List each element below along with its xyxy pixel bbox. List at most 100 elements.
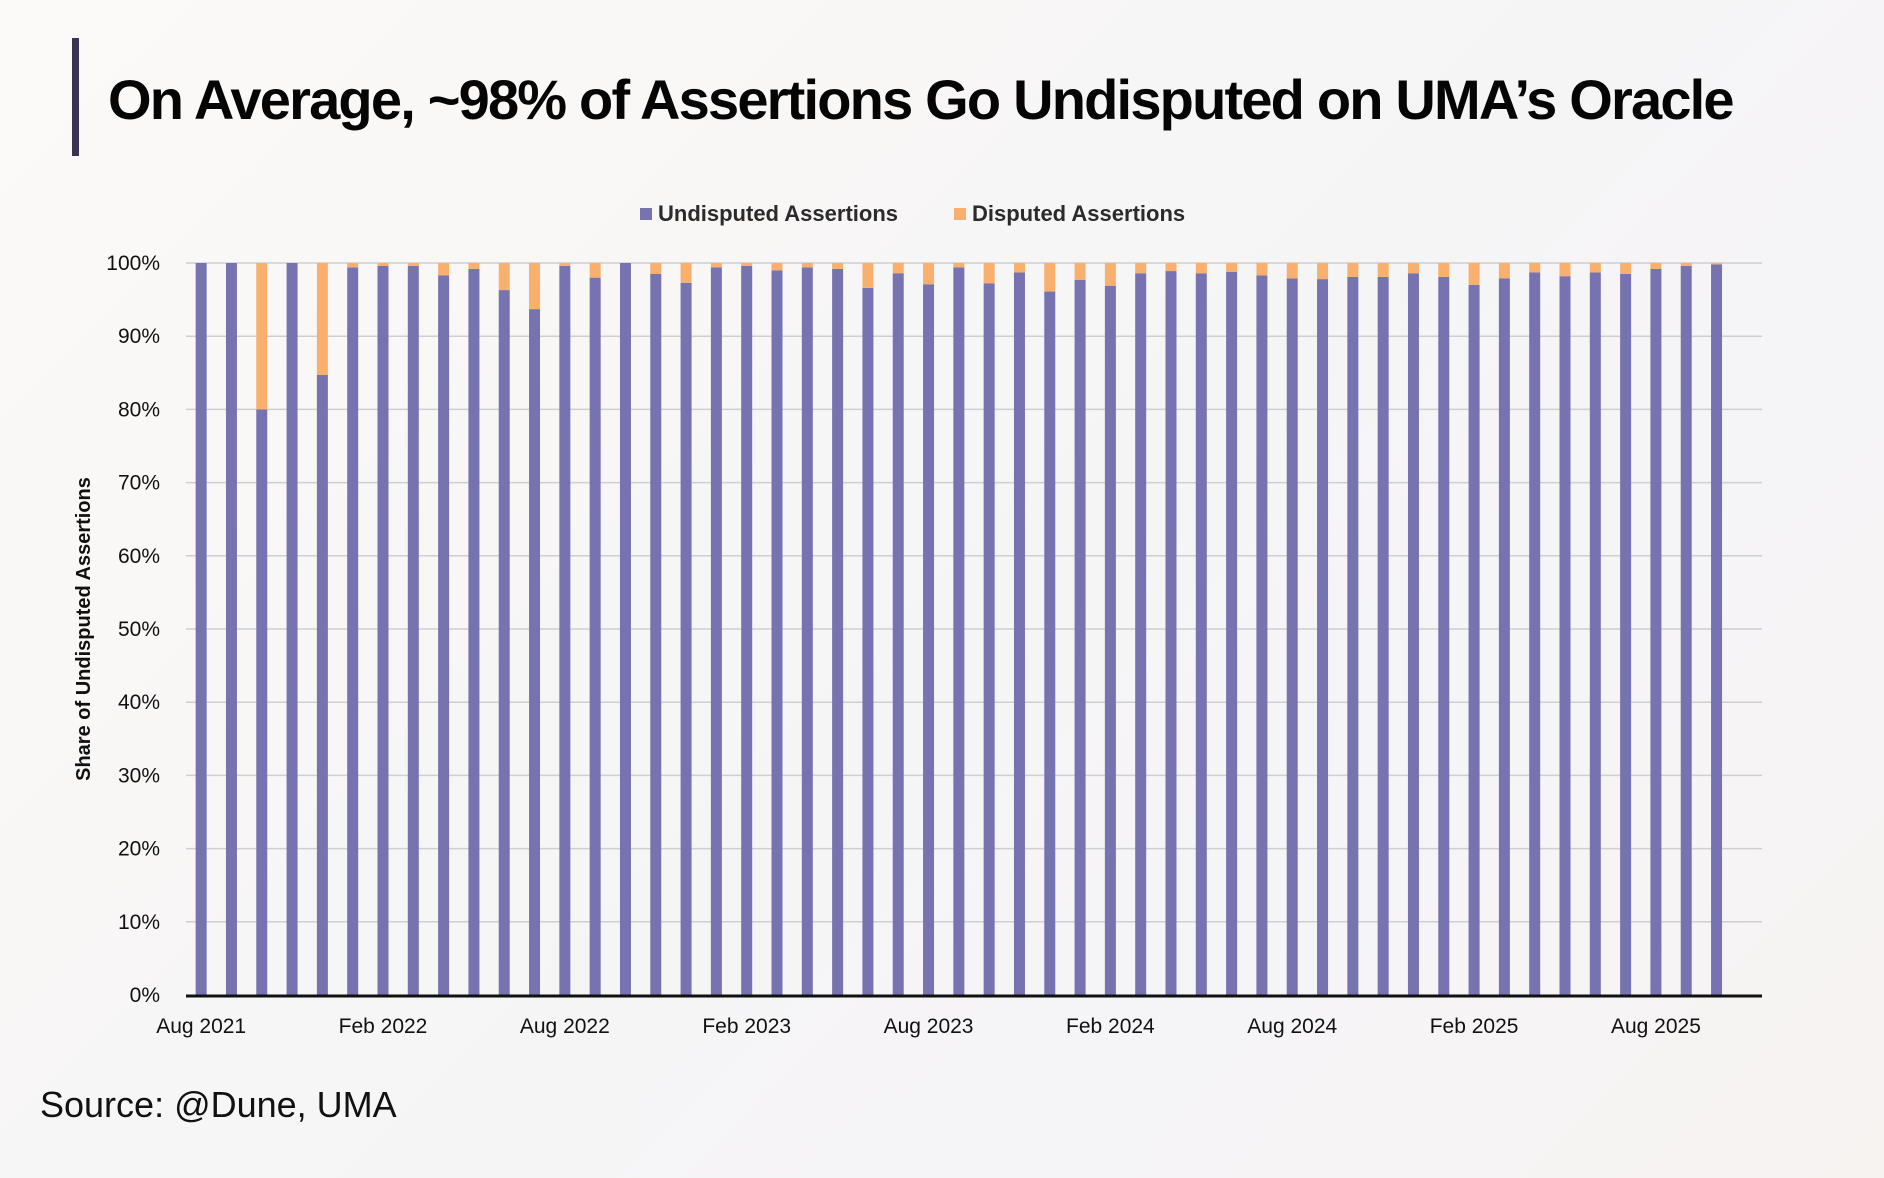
bar-disputed bbox=[1104, 263, 1116, 286]
bar-disputed bbox=[438, 263, 450, 276]
y-tick-label: 10% bbox=[118, 911, 160, 934]
bar-disputed bbox=[1074, 263, 1086, 280]
bar-undisputed bbox=[529, 309, 541, 996]
bar-undisputed bbox=[680, 282, 692, 995]
x-tick-label: Aug 2025 bbox=[1611, 1015, 1701, 1038]
bar-undisputed bbox=[1044, 291, 1056, 996]
bar-disputed bbox=[1620, 263, 1632, 274]
bar-undisputed bbox=[1317, 279, 1329, 995]
bar-disputed bbox=[559, 263, 571, 266]
bar-undisputed bbox=[347, 267, 359, 996]
bar-undisputed bbox=[256, 409, 268, 995]
bar-disputed bbox=[1165, 263, 1177, 272]
y-axis-title: Share of Undisputed Assertions bbox=[73, 477, 95, 781]
x-tick-label: Feb 2025 bbox=[1430, 1015, 1519, 1038]
bar-disputed bbox=[1438, 263, 1450, 277]
bar-disputed bbox=[1195, 263, 1207, 274]
bar-disputed bbox=[377, 263, 389, 266]
bar-undisputed bbox=[710, 267, 722, 996]
bar-undisputed bbox=[1559, 276, 1571, 995]
bar-undisputed bbox=[771, 270, 783, 995]
bar-disputed bbox=[407, 263, 419, 266]
bar-undisputed bbox=[1347, 276, 1359, 996]
grid-lines bbox=[186, 262, 1762, 923]
bar-undisputed bbox=[1104, 285, 1116, 995]
bar-disputed bbox=[1347, 263, 1359, 277]
bar-undisputed bbox=[1680, 265, 1692, 996]
bar-undisputed bbox=[407, 265, 419, 996]
bar-undisputed bbox=[741, 265, 753, 996]
bar-disputed bbox=[498, 263, 510, 291]
bar-undisputed bbox=[1013, 272, 1025, 995]
x-tick-label: Feb 2023 bbox=[702, 1015, 791, 1038]
bar-disputed bbox=[923, 263, 935, 285]
bar-disputed bbox=[892, 263, 904, 274]
bar-disputed bbox=[1529, 263, 1541, 273]
x-axis-ticks: Aug 2021 Feb 2022 Aug 2022 Feb 2023 Aug 2023… bbox=[156, 1015, 1701, 1038]
x-tick-label: Feb 2022 bbox=[339, 1015, 428, 1038]
bar-undisputed bbox=[619, 263, 631, 995]
bar-disputed bbox=[1226, 263, 1238, 272]
x-tick-label: Aug 2023 bbox=[884, 1015, 974, 1038]
legend-label-undisputed: Undisputed Assertions bbox=[658, 201, 898, 226]
bar-disputed bbox=[680, 263, 692, 283]
bar-disputed bbox=[983, 263, 995, 284]
bar-disputed bbox=[1711, 263, 1723, 265]
bar-disputed bbox=[1498, 263, 1510, 279]
bar-disputed bbox=[741, 263, 753, 266]
x-tick-label: Aug 2024 bbox=[1247, 1015, 1337, 1038]
x-tick-label: Aug 2021 bbox=[156, 1015, 246, 1038]
bar-undisputed bbox=[1135, 273, 1147, 995]
y-tick-label: 80% bbox=[118, 398, 160, 421]
bar-disputed bbox=[529, 263, 541, 310]
bar-undisputed bbox=[377, 265, 389, 996]
y-axis-ticks: 0% 10% 20% 30% 40% 50% 60% 70% 80% 90% 100% bbox=[106, 252, 160, 1007]
bar-undisputed bbox=[438, 275, 450, 996]
bar-disputed bbox=[347, 263, 359, 268]
chart-title: On Average, ~98% of Assertions Go Undisp… bbox=[108, 68, 1735, 131]
bar-undisputed bbox=[832, 268, 844, 996]
bar-undisputed bbox=[1256, 275, 1268, 996]
bar-undisputed bbox=[1438, 276, 1450, 996]
bar-undisputed bbox=[1498, 278, 1510, 995]
bar-undisputed bbox=[286, 263, 298, 995]
y-tick-label: 70% bbox=[118, 472, 160, 495]
bar-undisputed bbox=[195, 263, 207, 995]
bar-disputed bbox=[771, 263, 783, 271]
bar-undisputed bbox=[923, 284, 935, 995]
bar-undisputed bbox=[1711, 264, 1723, 995]
title-accent-bar bbox=[72, 38, 79, 156]
bar-disputed bbox=[1286, 263, 1298, 279]
bar-disputed bbox=[1589, 263, 1601, 273]
bar-undisputed bbox=[559, 265, 571, 996]
bar-disputed bbox=[589, 263, 601, 278]
bar-disputed bbox=[256, 263, 268, 410]
legend-swatch-disputed bbox=[954, 208, 966, 220]
bar-undisputed bbox=[1074, 279, 1086, 995]
bar-disputed bbox=[862, 263, 874, 288]
legend-label-disputed: Disputed Assertions bbox=[972, 201, 1185, 226]
x-tick-label: Aug 2022 bbox=[520, 1015, 610, 1038]
bar-disputed bbox=[832, 263, 844, 269]
bar-disputed bbox=[1468, 263, 1480, 285]
bar-undisputed bbox=[892, 273, 904, 995]
bar-disputed bbox=[1680, 263, 1692, 266]
legend-swatch-undisputed bbox=[640, 208, 652, 220]
bars bbox=[195, 263, 1723, 996]
bar-undisputed bbox=[801, 267, 813, 996]
bar-undisputed bbox=[1529, 272, 1541, 995]
bar-disputed bbox=[1559, 263, 1571, 277]
bar-disputed bbox=[1044, 263, 1056, 292]
y-tick-label: 0% bbox=[130, 984, 160, 1007]
bar-undisputed bbox=[468, 268, 480, 996]
bar-disputed bbox=[1135, 263, 1147, 274]
bar-disputed bbox=[710, 263, 722, 268]
y-tick-label: 60% bbox=[118, 545, 160, 568]
source-note: Source: @Dune, UMA bbox=[40, 1084, 397, 1125]
bar-undisputed bbox=[862, 287, 874, 995]
bar-disputed bbox=[650, 263, 662, 274]
y-tick-label: 50% bbox=[118, 618, 160, 641]
bar-undisputed bbox=[983, 283, 995, 996]
bar-disputed bbox=[953, 263, 965, 268]
